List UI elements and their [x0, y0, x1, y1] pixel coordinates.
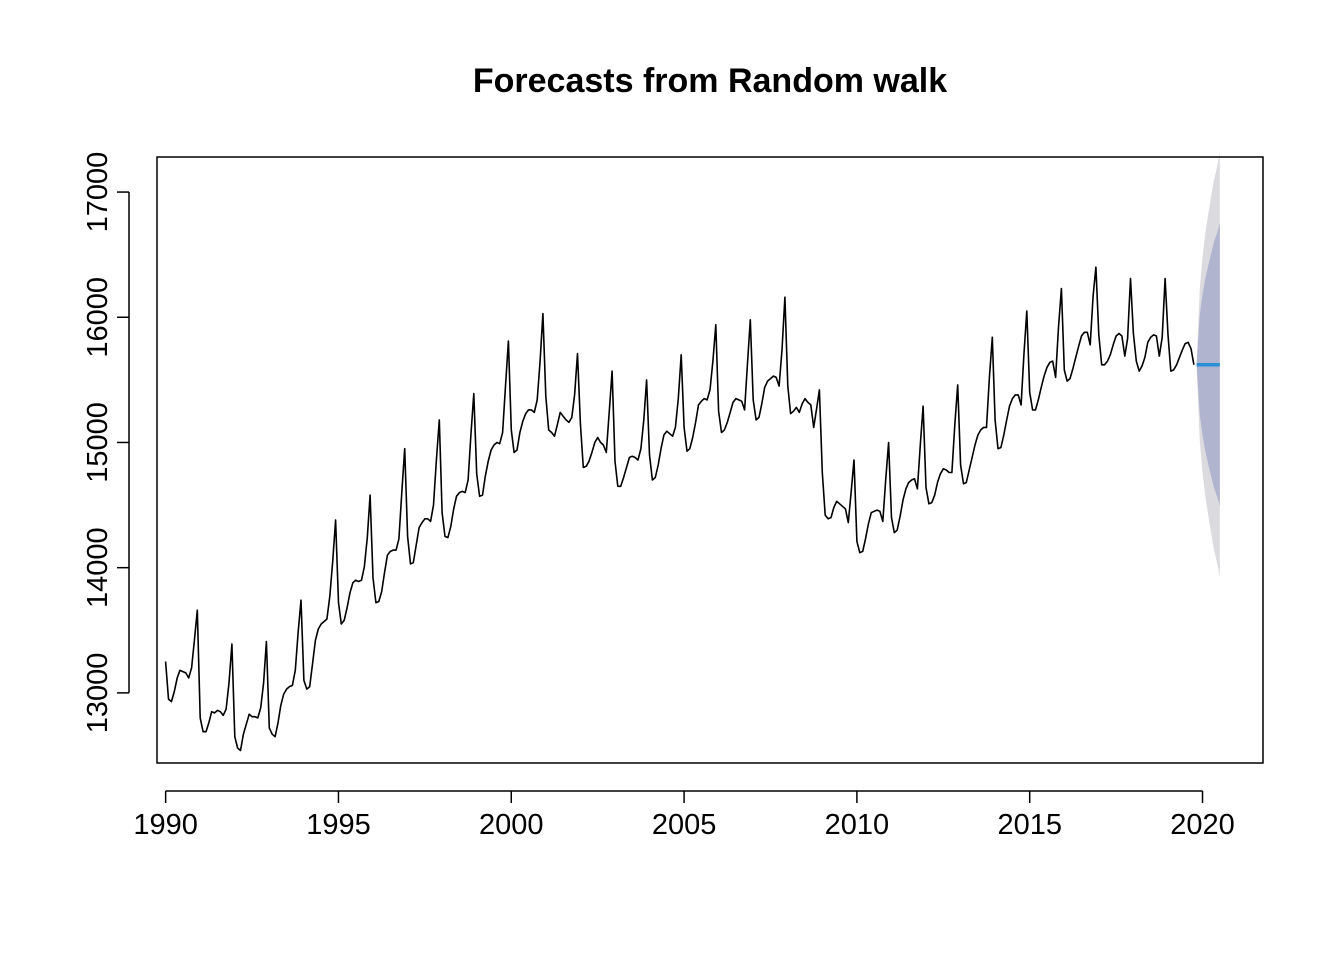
- series-layer: [164, 266, 1220, 752]
- x-tick-label: 1990: [133, 809, 198, 841]
- x-tick-label: 1995: [306, 809, 371, 841]
- x-axis: 1990 1995 2000 2005 2010 2015 2020: [133, 790, 1235, 841]
- observed-line: [164, 266, 1195, 752]
- x-tick-label: 2005: [652, 809, 717, 841]
- y-axis: 13000 14000 15000 16000 17000: [82, 152, 130, 734]
- plot-frame: [156, 156, 1264, 764]
- y-tick-label: 17000: [82, 152, 114, 233]
- x-tick-label: 2000: [479, 809, 544, 841]
- chart-title: Forecasts from Random walk: [473, 62, 947, 100]
- x-tick-label: 2010: [825, 809, 890, 841]
- x-tick-label: 2020: [1170, 809, 1235, 841]
- y-tick-label: 14000: [82, 527, 114, 608]
- y-tick-label: 15000: [82, 402, 114, 483]
- x-tick-label: 2015: [997, 809, 1062, 841]
- y-tick-label: 16000: [82, 277, 114, 358]
- y-tick-label: 13000: [82, 653, 114, 734]
